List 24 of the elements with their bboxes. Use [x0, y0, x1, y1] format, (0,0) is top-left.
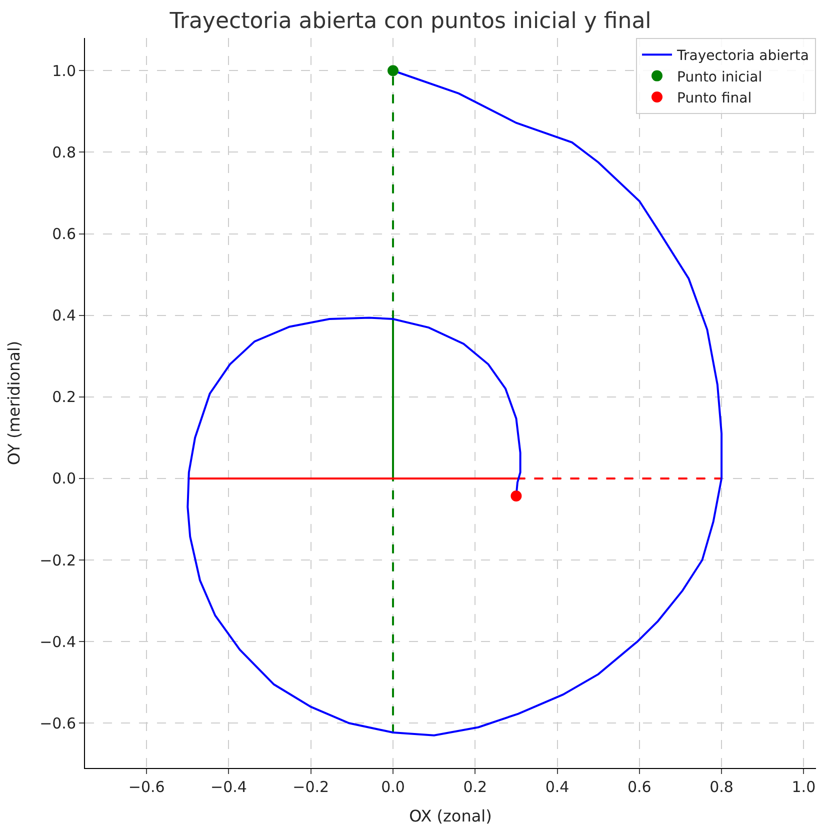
y-axis-title: OY (meridional): [4, 340, 24, 466]
chart-title: Trayectoria abierta con puntos inicial y final: [168, 8, 652, 34]
x-tick-label: 1.0: [792, 778, 816, 796]
y-tick-label: 0.8: [52, 143, 76, 162]
y-tick-label: 0.0: [52, 470, 76, 488]
x-tick-label: 0.4: [545, 778, 570, 796]
y-tick-label: 0.6: [52, 225, 76, 243]
y-tick-label: −0.6: [40, 714, 76, 732]
y-tick-label: −0.2: [40, 551, 76, 570]
x-tick-label: 0.8: [710, 778, 734, 796]
y-tick-label: 0.4: [52, 306, 76, 325]
x-axis-title: OX (zonal): [409, 806, 492, 826]
legend-label: Punto inicial: [677, 69, 762, 86]
x-tick-label: −0.2: [292, 778, 330, 796]
legend-label: Trayectoria abierta: [676, 48, 809, 64]
y-tick-label: 1.0: [52, 62, 76, 80]
y-tick-label: 0.2: [52, 388, 76, 406]
legend-label: Punto final: [677, 90, 752, 106]
x-tick-label: 0.2: [463, 778, 488, 796]
x-tick-label: 0.6: [627, 778, 652, 796]
x-tick-label: −0.6: [128, 778, 165, 796]
y-tick-label: −0.4: [40, 632, 76, 651]
x-tick-label: −0.4: [210, 778, 247, 796]
x-tick-label: 0.0: [381, 778, 405, 796]
